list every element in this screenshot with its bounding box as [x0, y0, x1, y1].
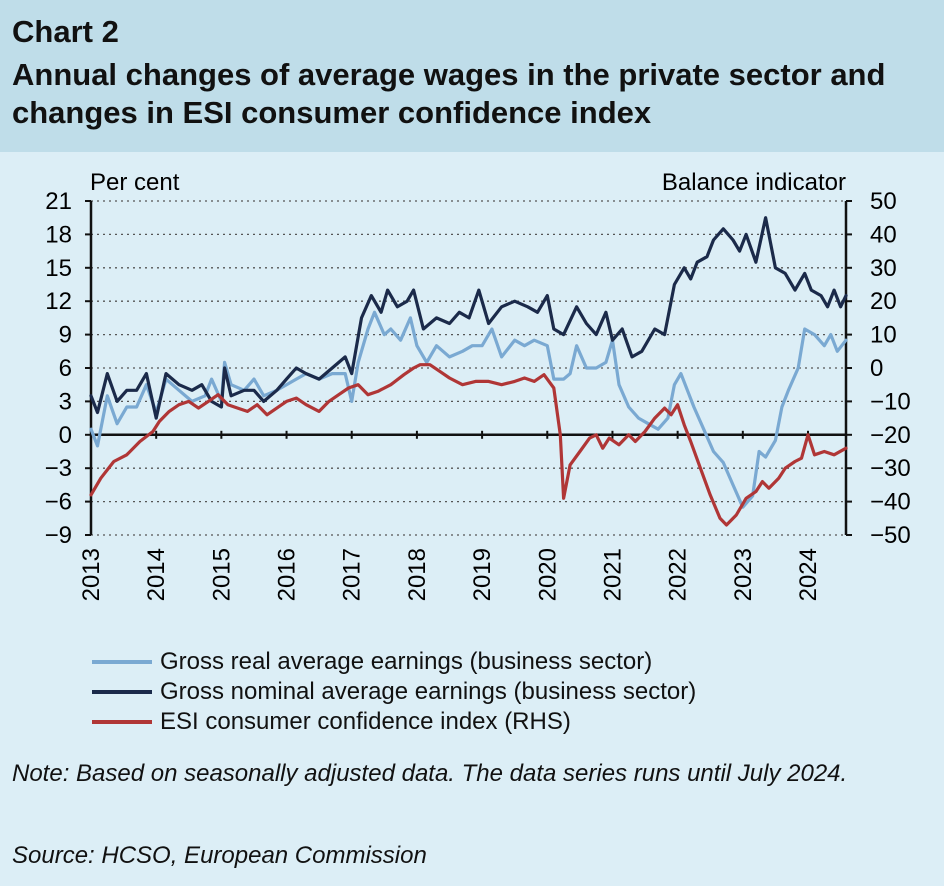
chart-header: Chart 2 Annual changes of average wages … — [0, 0, 944, 152]
chart-number: Chart 2 — [12, 14, 119, 49]
legend-swatch-nominal-earnings — [92, 690, 152, 694]
legend-item-nominal-earnings: Gross nominal average earnings (business… — [92, 677, 696, 707]
x-tick-label: 2023 — [730, 548, 757, 601]
left-tick-label: −3 — [45, 455, 72, 482]
x-tick-label: 2021 — [599, 548, 626, 601]
real-earnings-line — [89, 310, 848, 509]
series-lines — [89, 216, 848, 527]
x-tick-label: 2013 — [78, 548, 105, 601]
chart-note: Note: Based on seasonally adjusted data.… — [12, 760, 848, 787]
right-tick-label: −50 — [870, 522, 911, 549]
right-tick-label: 0 — [870, 355, 883, 382]
right-tick-label: 30 — [870, 255, 897, 282]
right-tick-label: −20 — [870, 422, 911, 449]
right-tick-label: 10 — [870, 322, 897, 349]
x-tick-label: 2017 — [339, 548, 366, 601]
right-tick-label: −10 — [870, 388, 911, 415]
left-tick-label: −9 — [45, 522, 72, 549]
left-tick-label: −6 — [45, 489, 72, 516]
x-tick-label: 2022 — [665, 548, 692, 601]
left-tick-label: 21 — [45, 188, 72, 215]
legend-label-real-earnings: Gross real average earnings (business se… — [160, 648, 653, 675]
left-tick-label: 0 — [59, 422, 72, 449]
legend-label-esi: ESI consumer confidence index (RHS) — [160, 708, 571, 735]
left-tick-label: 12 — [45, 288, 72, 315]
right-tick-label: −30 — [870, 455, 911, 482]
nominal-earnings-line — [89, 216, 848, 420]
chart-title: Annual changes of average wages in the p… — [12, 57, 886, 130]
chart-source: Source: HCSO, European Commission — [12, 842, 427, 869]
legend-item-esi: ESI consumer confidence index (RHS) — [92, 707, 696, 737]
x-tick-label: 2024 — [795, 548, 822, 601]
legend-swatch-real-earnings — [92, 660, 152, 664]
legend-item-real-earnings: Gross real average earnings (business se… — [92, 647, 696, 677]
right-tick-label: 40 — [870, 221, 897, 248]
left-tick-label: 15 — [45, 255, 72, 282]
right-axis-label: Balance indicator — [662, 169, 846, 196]
right-tick-label: −40 — [870, 489, 911, 516]
right-tick-label: 50 — [870, 188, 897, 215]
x-tick-label: 2015 — [208, 548, 235, 601]
left-tick-label: 6 — [59, 355, 72, 382]
legend-swatch-esi — [92, 720, 152, 724]
left-tick-label: 9 — [59, 322, 72, 349]
x-tick-label: 2018 — [404, 548, 431, 601]
left-tick-label: 3 — [59, 388, 72, 415]
x-tick-label: 2020 — [534, 548, 561, 601]
left-tick-label: 18 — [45, 221, 72, 248]
left-axis-label: Per cent — [90, 169, 180, 196]
line-chart: Per cent Balance indicator 211815129630−… — [45, 169, 911, 601]
x-tick-label: 2019 — [469, 548, 496, 601]
esi-line — [89, 363, 848, 527]
x-tick-label: 2014 — [143, 548, 170, 601]
x-tick-label: 2016 — [274, 548, 301, 601]
axes: 211815129630−3−6−950403020100−10−20−30−4… — [45, 188, 911, 601]
legend-label-nominal-earnings: Gross nominal average earnings (business… — [160, 678, 697, 705]
legend: Gross real average earnings (business se… — [92, 647, 696, 737]
right-tick-label: 20 — [870, 288, 897, 315]
